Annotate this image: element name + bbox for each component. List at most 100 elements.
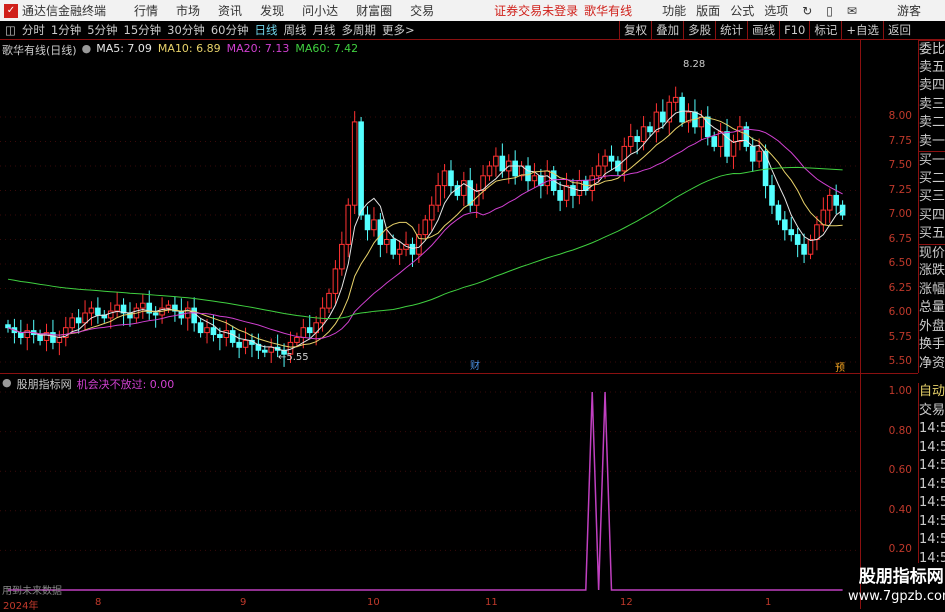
toolbar-button[interactable]: 复权 (619, 21, 651, 40)
candle (146, 302, 153, 314)
toolbar-button[interactable]: +自选 (841, 21, 883, 40)
menu-item[interactable]: 版面 (696, 4, 721, 18)
candle (794, 234, 801, 245)
candle (281, 349, 287, 355)
candle (24, 330, 31, 339)
period-tab[interactable]: 日线 (254, 23, 278, 37)
candle (839, 204, 846, 216)
date-label: 10 (367, 597, 380, 608)
trade-label[interactable]: 14:56 (919, 439, 945, 455)
panel-divider[interactable] (0, 373, 918, 374)
indicator-name: 股朋指标网 (16, 378, 72, 391)
candle (37, 334, 43, 341)
candle (557, 190, 563, 201)
candle (62, 327, 69, 339)
period-toolbar: ◫ 分时 1分钟 5分钟 15分钟 30分钟 60分钟 日线 周线 月线 多周期 更多> 复权 叠加多… (0, 21, 945, 40)
candle (351, 121, 358, 206)
candle (814, 224, 820, 241)
menu-item[interactable]: 资讯 (218, 4, 243, 18)
price-tick: 6.50 (888, 257, 912, 269)
price-tick: 8.00 (888, 110, 912, 122)
period-tab[interactable]: 1分钟 (50, 23, 82, 37)
period-tab[interactable]: 多周期 (341, 23, 376, 37)
watermark: 股朋指标网 www.7gpzb.com (848, 567, 945, 604)
candle (563, 185, 570, 201)
indicator-axis: 1.00 0.80 0.60 0.40 0.20 (860, 374, 918, 609)
menu-item[interactable]: 财富圈 (356, 4, 393, 18)
user-label[interactable]: 游客 (896, 4, 921, 18)
candle (5, 324, 11, 329)
candle (435, 185, 441, 206)
quote-label: 卖三 (919, 96, 945, 112)
price-tick: 7.25 (888, 183, 912, 196)
low-price-label: ←5.55 (278, 352, 309, 363)
candle (236, 341, 242, 348)
period-tab[interactable]: 周线 (283, 23, 307, 37)
quote-label: 现价 (919, 243, 945, 261)
price-chart[interactable]: 8.28 ←5.55 财 预 (0, 40, 860, 373)
candle (679, 96, 685, 123)
message-icon[interactable]: ✉ (846, 3, 857, 18)
trade-label[interactable]: 14:56 (919, 550, 945, 564)
toolbar-button[interactable]: 标记 (809, 21, 841, 40)
period-tab[interactable]: 30分钟 (167, 23, 205, 37)
trade-label[interactable]: 14:56 (919, 421, 945, 436)
toolbar-button[interactable]: 返回 (883, 21, 915, 40)
settings-toggle-icon[interactable]: ● (81, 42, 92, 55)
menu-item[interactable]: 选项 (764, 4, 789, 18)
trade-label[interactable]: 交易 (919, 402, 945, 418)
period-tab[interactable]: 15分钟 (123, 23, 162, 37)
menu-item[interactable]: 市场 (176, 4, 201, 18)
trade-label[interactable]: 14:56 (919, 495, 945, 510)
candle (698, 116, 705, 128)
refresh-icon[interactable]: ↻ (802, 3, 813, 18)
candle (634, 136, 640, 142)
price-tick: 7.50 (888, 159, 912, 171)
trade-label[interactable]: 14:56 (919, 532, 945, 547)
trade-label[interactable]: 14:56 (919, 458, 945, 473)
app-logo-icon: ✓ (4, 3, 18, 18)
trade-label[interactable]: 14:56 (919, 513, 945, 529)
candle (782, 219, 788, 231)
period-tab[interactable]: 月线 (312, 23, 336, 37)
candle (18, 332, 24, 339)
toolbar-button[interactable]: 画线 (747, 21, 779, 40)
candle (319, 307, 326, 324)
menu-item[interactable]: 交易 (410, 4, 435, 18)
menu-item[interactable]: 公式 (730, 4, 755, 18)
toolbar-button[interactable]: 多股 (683, 21, 715, 40)
trade-label[interactable]: 自动 (919, 384, 945, 399)
toolbar-button[interactable]: 叠加 (651, 21, 683, 40)
trade-label[interactable]: 14:56 (919, 476, 945, 492)
indicator-value: 机会决不放过: 0.00 (76, 378, 175, 391)
candle (262, 349, 268, 353)
period-tab[interactable]: 更多> (381, 23, 415, 37)
candle (467, 180, 474, 206)
indicator-chart[interactable] (0, 374, 860, 597)
date-label: 12 (620, 597, 633, 608)
signal-line (8, 391, 843, 591)
candle (364, 214, 371, 231)
indicator-tick: 0.80 (888, 424, 912, 437)
menu-item[interactable]: 发现 (260, 4, 285, 18)
quote-label: 涨幅 (919, 281, 945, 297)
menu-item[interactable]: 问小达 (302, 4, 339, 18)
settings-toggle-icon[interactable]: ● (2, 376, 12, 389)
login-status[interactable]: 证券交易未登录 (494, 4, 579, 18)
candle (653, 111, 660, 133)
menu-item[interactable]: 功能 (662, 4, 687, 18)
toolbar-button[interactable]: 统计 (715, 21, 747, 40)
candle (570, 185, 576, 196)
quote-label: 净资 (919, 355, 945, 371)
candle (75, 317, 82, 324)
period-tab[interactable]: 5分钟 (87, 23, 118, 37)
period-tab[interactable]: 60分钟 (210, 23, 249, 37)
candle (589, 175, 596, 192)
menu-item[interactable]: 行情 (134, 4, 159, 18)
phone-icon[interactable]: ▯ (826, 3, 833, 18)
period-tab[interactable]: 分时 (21, 23, 45, 37)
panel-toggle-icon[interactable]: ◫ (5, 23, 16, 37)
toolbar-button[interactable]: F10 (779, 21, 809, 40)
candle (711, 136, 718, 147)
